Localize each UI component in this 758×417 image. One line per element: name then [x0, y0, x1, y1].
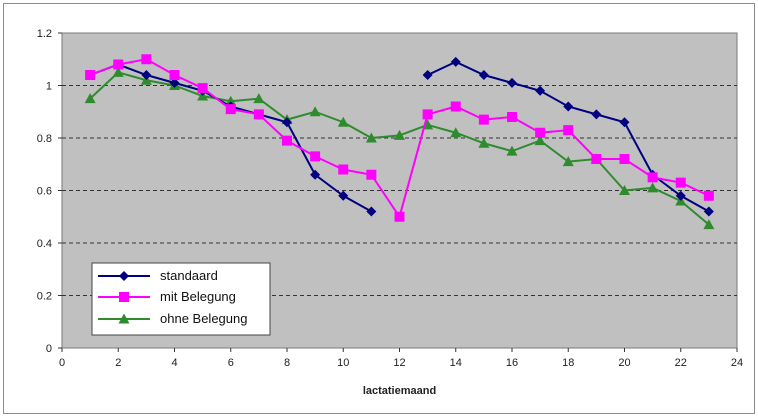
data-point: [422, 109, 433, 120]
data-point: [169, 77, 180, 88]
series-mit-belegung: [85, 54, 714, 222]
x-tick-label: 6: [228, 357, 234, 369]
x-tick-label: 4: [171, 357, 177, 369]
data-point: [619, 154, 630, 164]
data-point: [113, 59, 124, 70]
y-tick-label: 1: [46, 81, 52, 93]
data-point: [619, 117, 630, 128]
data-point: [703, 190, 714, 201]
data-point: [507, 112, 517, 122]
x-tick-label: 24: [731, 357, 743, 369]
data-point: [225, 104, 236, 115]
data-point: [282, 117, 292, 128]
x-axis-label: lactatiemaand: [363, 385, 436, 397]
data-point: [478, 137, 490, 148]
data-point: [450, 56, 461, 67]
legend-swatch-marker: [119, 271, 129, 281]
data-point: [619, 185, 630, 195]
x-tick-label: 12: [393, 357, 405, 369]
data-point: [365, 132, 377, 143]
x-tick-label: 0: [59, 357, 65, 369]
y-tick-label: 0.2: [37, 291, 52, 303]
data-point: [535, 127, 546, 138]
data-point: [647, 182, 659, 193]
data-point: [591, 154, 602, 164]
data-point: [563, 101, 574, 112]
series-layer: [84, 54, 715, 230]
legend: standaard mit Belegung ohne Belegung: [91, 262, 271, 336]
data-point: [534, 135, 546, 146]
x-tick-label: 2: [115, 357, 121, 369]
data-point: [478, 114, 489, 125]
data-point: [507, 77, 517, 88]
y-tick-label: 0.8: [37, 133, 52, 145]
data-point: [703, 206, 714, 217]
data-point: [450, 127, 462, 138]
data-point: [675, 190, 686, 201]
legend-swatch-marker: [119, 292, 129, 302]
data-point: [338, 190, 349, 201]
data-point: [253, 109, 264, 120]
data-point: [309, 106, 321, 117]
data-point: [253, 93, 265, 104]
data-point: [703, 219, 715, 230]
x-tick-label: 16: [506, 357, 518, 369]
data-point: [337, 116, 349, 127]
x-tick-label: 8: [284, 357, 290, 369]
x-tick-label: 14: [450, 357, 462, 369]
data-point: [394, 129, 405, 140]
data-point: [450, 101, 461, 112]
data-point: [478, 70, 489, 80]
data-point: [112, 66, 124, 77]
axes: 00.20.40.60.811.20 2 4 6 8 10 12 14 16 18 20 22 24: [37, 28, 743, 369]
data-point: [197, 83, 208, 94]
data-point: [647, 172, 658, 183]
data-point: [85, 70, 96, 80]
legend-label: mit Belegung: [160, 289, 236, 304]
data-point: [310, 151, 321, 162]
y-tick-label: 0.4: [37, 238, 52, 250]
x-tick-label: 22: [675, 357, 687, 369]
data-point: [366, 169, 377, 180]
x-tick-label: 18: [562, 357, 574, 369]
data-point: [225, 95, 237, 106]
y-tick-label: 0.6: [37, 186, 52, 198]
data-point: [562, 156, 574, 167]
data-point: [675, 177, 686, 188]
legend-label: standaard: [160, 268, 218, 283]
legend-swatch-marker: [118, 313, 130, 324]
data-point: [141, 70, 152, 80]
data-point: [141, 54, 152, 65]
data-point: [591, 109, 602, 120]
data-point: [506, 145, 518, 156]
data-point: [563, 125, 574, 136]
data-point: [338, 164, 349, 175]
data-point: [366, 206, 377, 217]
data-point: [84, 93, 96, 104]
data-point: [535, 85, 546, 96]
data-point: [282, 135, 292, 146]
x-tick-label: 20: [618, 357, 630, 369]
data-point: [169, 70, 180, 80]
data-point: [394, 211, 405, 222]
data-point: [422, 70, 433, 80]
legend-label: ohne Belegung: [160, 311, 247, 326]
y-tick-label: 0: [46, 343, 52, 355]
data-point: [310, 169, 321, 180]
y-tick-label: 1.2: [37, 28, 52, 40]
x-tick-label: 10: [337, 357, 349, 369]
